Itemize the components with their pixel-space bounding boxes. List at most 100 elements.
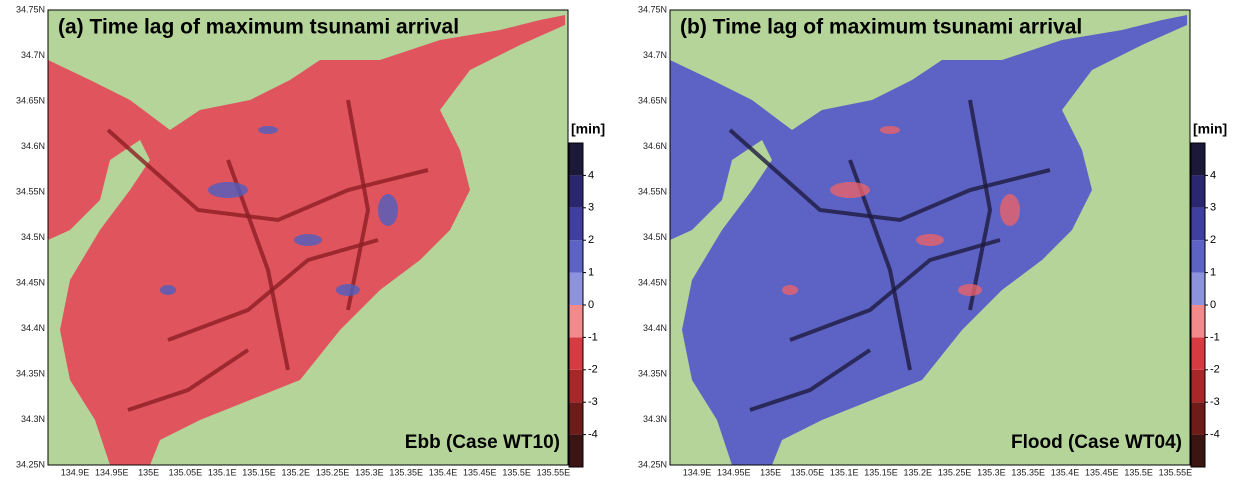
patch — [258, 126, 278, 134]
x-tick-label: 134.95E — [95, 467, 129, 477]
x-tick-label: 135.2E — [904, 467, 933, 477]
patch — [1000, 194, 1020, 226]
streak — [968, 99, 993, 311]
y-tick-label: 34.5N — [21, 232, 45, 242]
colorbar-bin — [569, 337, 583, 370]
colorbar-bin — [569, 207, 583, 241]
x-tick-label: 135.45E — [1085, 467, 1119, 477]
patch — [208, 182, 248, 198]
colorbar-tick-label: 1 — [1210, 267, 1216, 279]
colorbar-bin — [1191, 207, 1205, 241]
colorbar-bin — [1191, 434, 1205, 467]
y-tick-label: 34.7N — [21, 50, 45, 60]
colorbar-tick-label: 4 — [1210, 169, 1216, 181]
colorbar-bin — [569, 143, 583, 176]
colorbar-bin — [569, 434, 583, 467]
colorbar-bin — [569, 402, 583, 435]
patch — [378, 194, 398, 226]
colorbar-bin — [569, 240, 583, 273]
colorbar-bin — [1191, 143, 1205, 176]
x-tick-label: 135.3E — [355, 467, 384, 477]
map-panel: (a) Time lag of maximum tsunami arrival E… — [16, 4, 570, 477]
colorbar-bin — [569, 369, 583, 403]
patch — [830, 182, 870, 198]
colorbar-bin — [1191, 337, 1205, 370]
x-tick-label: 135.05E — [169, 467, 203, 477]
streak — [106, 128, 429, 223]
y-tick-label: 34.3N — [643, 414, 667, 424]
x-tick-label: 135.5E — [502, 467, 531, 477]
x-tick-label: 135.4E — [1051, 467, 1080, 477]
colorbar-bin — [569, 305, 583, 338]
y-tick-label: 34.65N — [16, 95, 45, 105]
y-tick-label: 34.65N — [638, 95, 667, 105]
y-tick-label: 34.25N — [16, 459, 45, 469]
colorbar-tick-label: -2 — [588, 364, 598, 376]
y-tick-label: 34.6N — [643, 141, 667, 151]
colorbar-tick-label: 4 — [588, 169, 594, 181]
frame — [669, 9, 1191, 466]
panel-title: (b) Time lag of maximum tsunami arrival — [680, 16, 1082, 39]
x-tick-label: 135.3E — [977, 467, 1006, 477]
x-tick-label: 135.15E — [242, 467, 276, 477]
y-tick-label: 34.4N — [643, 323, 667, 333]
x-tick-label: 135.55E — [537, 467, 571, 477]
colorbar-unit: [min] — [1193, 121, 1227, 137]
y-tick-label: 34.55N — [16, 186, 45, 196]
x-tick-label: 135.55E — [1159, 467, 1193, 477]
y-tick-label: 34.5N — [643, 232, 667, 242]
x-tick-label: 135.1E — [208, 467, 237, 477]
colorbar-unit: [min] — [571, 121, 605, 137]
map-panel: (b) Time lag of maximum tsunami arrival F… — [638, 4, 1192, 477]
y-tick-label: 34.4N — [21, 323, 45, 333]
x-tick-label: 135.05E — [791, 467, 825, 477]
colorbar-tick-label: -1 — [1210, 331, 1220, 343]
streak — [226, 159, 290, 371]
y-tick-label: 34.6N — [21, 141, 45, 151]
y-tick-label: 34.35N — [638, 368, 667, 378]
colorbar-bin — [1191, 305, 1205, 338]
colorbar-tick-label: -4 — [1210, 429, 1220, 441]
frame — [47, 9, 569, 466]
x-tick-label: 135.45E — [463, 467, 497, 477]
colorbar-bin — [569, 272, 583, 305]
colorbar-tick-label: -3 — [588, 396, 598, 408]
streak — [728, 128, 1051, 223]
colorbar-bin — [1191, 272, 1205, 305]
x-tick-label: 134.95E — [717, 467, 751, 477]
x-tick-label: 135.15E — [864, 467, 898, 477]
streak — [848, 159, 912, 371]
colorbar-bin — [1191, 240, 1205, 273]
colorbar-tick-label: -2 — [1210, 364, 1220, 376]
colorbar-tick-label: -1 — [588, 331, 598, 343]
colorbar-tick-label: 3 — [588, 202, 594, 214]
colorbar-bin — [1191, 402, 1205, 435]
colorbar-bin — [1191, 369, 1205, 403]
patch — [160, 285, 176, 295]
y-tick-label: 34.7N — [643, 50, 667, 60]
colorbar-tick-label: 2 — [588, 234, 594, 246]
y-tick-label: 34.45N — [16, 277, 45, 287]
x-tick-label: 135.25E — [938, 467, 972, 477]
colorbar-tick-label: 1 — [588, 267, 594, 279]
x-tick-label: 135.25E — [316, 467, 350, 477]
y-tick-label: 34.45N — [638, 277, 667, 287]
case-label: Ebb (Case WT10) — [405, 432, 560, 453]
patch — [782, 285, 798, 295]
colorbar-tick-label: 2 — [1210, 234, 1216, 246]
case-label: Flood (Case WT04) — [1011, 432, 1182, 453]
patch — [336, 284, 360, 296]
x-tick-label: 135E — [138, 467, 159, 477]
streak — [167, 238, 379, 342]
colorbar-bin — [569, 175, 583, 208]
y-tick-label: 34.3N — [21, 414, 45, 424]
x-tick-label: 134.9E — [683, 467, 712, 477]
y-tick-label: 34.75N — [638, 4, 667, 14]
y-tick-label: 34.75N — [16, 4, 45, 14]
patch — [916, 234, 944, 246]
x-tick-label: 135.4E — [429, 467, 458, 477]
colorbar-bin — [1191, 175, 1205, 208]
x-tick-label: 135.1E — [830, 467, 859, 477]
y-tick-label: 34.55N — [638, 186, 667, 196]
